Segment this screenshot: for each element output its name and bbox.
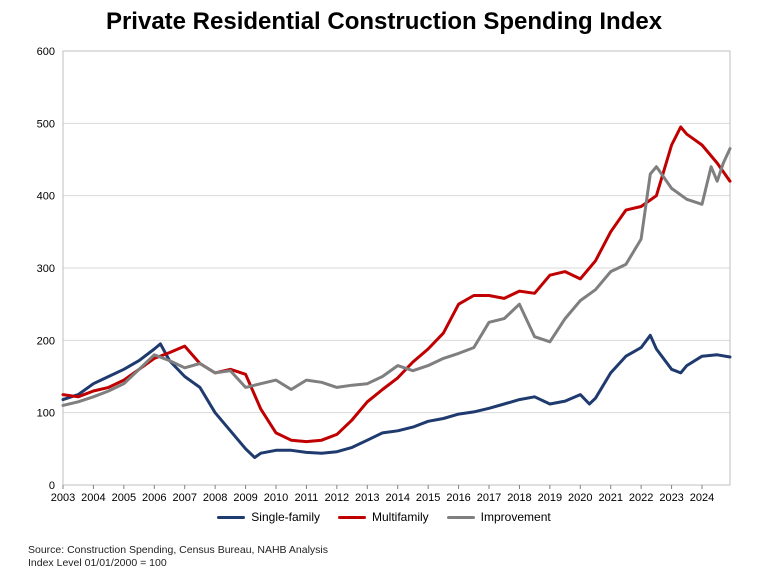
- plot-area-border: [62, 50, 731, 486]
- y-tick-label: 600: [37, 46, 55, 58]
- y-tick-label: 200: [37, 335, 55, 347]
- legend-label: Multifamily: [372, 510, 429, 524]
- x-tick-label: 2015: [416, 492, 440, 504]
- source-footnote: Source: Construction Spending, Census Bu…: [28, 544, 328, 570]
- gridlines: [63, 122, 730, 414]
- x-tick-label: 2014: [385, 492, 409, 504]
- legend-item-single-family: Single-family: [217, 510, 320, 524]
- legend-label: Single-family: [251, 510, 320, 524]
- x-tick-label: 2024: [690, 492, 714, 504]
- x-tick-label: 2006: [142, 492, 166, 504]
- x-tick-label: 2018: [507, 492, 531, 504]
- x-tick-label: 2008: [203, 492, 227, 504]
- x-tick-label: 2013: [355, 492, 379, 504]
- legend-swatch: [217, 515, 246, 519]
- x-tick-label: 2022: [629, 492, 653, 504]
- legend-item-improvement: Improvement: [446, 510, 551, 524]
- legend-swatch: [338, 515, 366, 519]
- y-axis-ticks: 0 100 200 300 400 500 600: [37, 46, 55, 492]
- legend-swatch: [446, 515, 475, 519]
- x-tick-label: 2020: [568, 492, 592, 504]
- legend: Single-family Multifamily Improvement: [0, 510, 768, 524]
- footnote-index-base: Index Level 01/01/2000 = 100: [28, 557, 167, 569]
- x-tick-label: 2012: [325, 492, 349, 504]
- x-tick-label: 2016: [446, 492, 470, 504]
- legend-item-multifamily: Multifamily: [338, 510, 429, 524]
- x-tick-label: 2019: [538, 492, 562, 504]
- x-tick-label: 2010: [264, 492, 288, 504]
- y-tick-label: 100: [37, 408, 55, 420]
- footnote-source: Source: Construction Spending, Census Bu…: [28, 544, 328, 556]
- x-tick-label: 2005: [112, 492, 136, 504]
- y-tick-label: 0: [49, 480, 55, 492]
- series-lines: [61, 125, 732, 459]
- x-tick-label: 2009: [233, 492, 257, 504]
- x-tick-label: 2003: [51, 492, 75, 504]
- x-tick-label: 2023: [659, 492, 683, 504]
- x-tick-label: 2017: [477, 492, 501, 504]
- y-tick-label: 300: [37, 263, 55, 275]
- x-axis-ticks: 2003 2004 2005 2006 2007 2008 2009 2010 2011 2012…: [51, 485, 714, 504]
- x-tick-label: 2004: [81, 492, 105, 504]
- legend-label: Improvement: [480, 510, 551, 524]
- series-line-multifamily: [61, 125, 732, 444]
- chart-title: Private Residential Construction Spendin…: [105, 8, 663, 35]
- y-tick-label: 400: [37, 191, 55, 203]
- y-tick-label: 500: [37, 118, 55, 130]
- series-line-improvement: [61, 147, 732, 407]
- x-tick-label: 2007: [172, 492, 196, 504]
- x-tick-label: 2021: [598, 492, 622, 504]
- x-tick-label: 2011: [295, 492, 319, 504]
